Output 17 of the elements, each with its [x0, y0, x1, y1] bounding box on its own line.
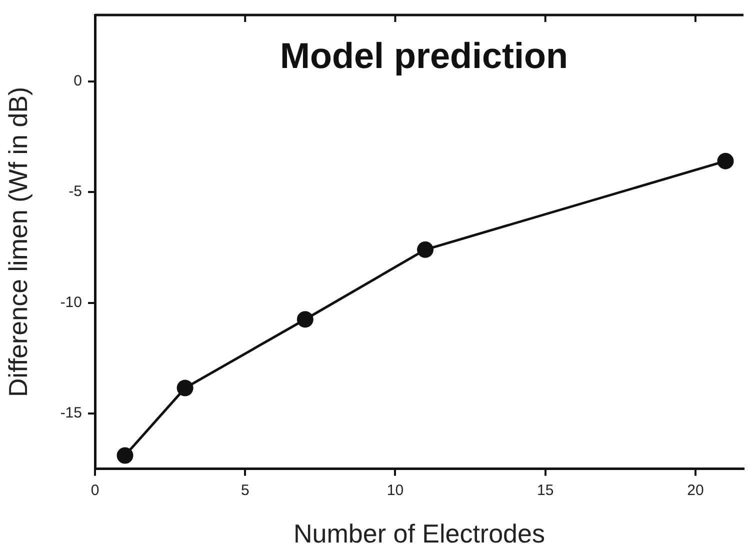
y-axis-title: Difference limen (Wf in dB) — [2, 86, 33, 397]
text: Model prediction — [280, 34, 568, 76]
point — [296, 311, 314, 328]
y-tick-label: 0 — [74, 72, 82, 90]
x-tick-label: 10 — [386, 482, 404, 499]
x-tick-label: 15 — [537, 482, 554, 499]
y-tick-label: -15 — [60, 404, 82, 422]
x-tick-label: 5 — [240, 482, 250, 499]
x-axis-title: Number of Electrodes — [294, 518, 545, 549]
y-tick-label: -10 — [60, 294, 82, 311]
x-tick-label: 0 — [90, 482, 100, 499]
y-tick-label: -5 — [68, 183, 82, 200]
point — [176, 380, 194, 396]
point — [116, 447, 134, 464]
point — [717, 152, 734, 170]
point — [417, 241, 434, 258]
x-tick-label: 20 — [687, 482, 704, 499]
